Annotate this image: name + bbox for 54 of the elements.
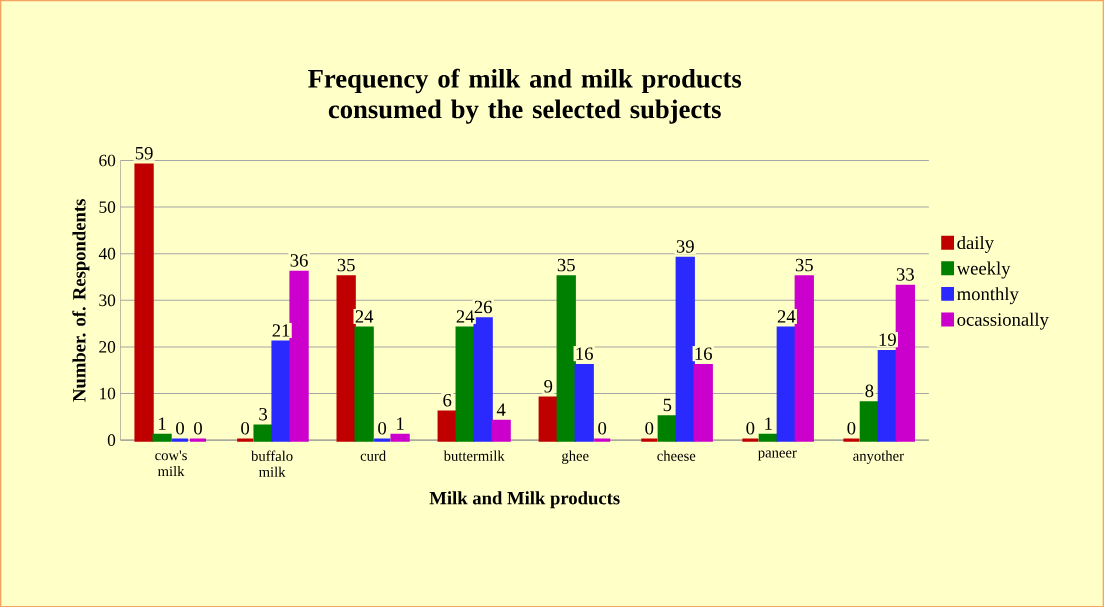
x-tick-label: anyother	[853, 450, 904, 464]
y-tick-label: 50	[99, 201, 116, 213]
data-label: 16	[576, 347, 593, 360]
data-label: 4	[496, 403, 506, 416]
data-label: 1	[765, 417, 772, 430]
y-tick-label: 30	[99, 294, 116, 307]
data-label: 1	[397, 417, 404, 430]
data-label: 33	[896, 268, 914, 281]
data-label: 8	[865, 384, 874, 398]
data-label: 19	[879, 333, 896, 346]
y-tick-label: 40	[98, 247, 116, 260]
data-label: 0	[241, 421, 250, 435]
data-label: 21	[272, 324, 290, 337]
data-label: 0	[378, 421, 387, 435]
data-label: 0	[194, 421, 202, 435]
data-label: 59	[135, 146, 153, 160]
data-label: 39	[676, 240, 694, 253]
data-label: 6	[443, 393, 452, 407]
x-tick-label: curd	[360, 450, 386, 461]
data-label: 16	[695, 347, 713, 360]
x-axis-title: Milk and Milk products	[429, 491, 620, 509]
x-tick-label: buffalo milk	[251, 450, 293, 477]
data-label: 9	[544, 379, 553, 393]
data-label: 0	[176, 421, 184, 435]
data-label: 0	[645, 421, 654, 435]
data-label: 35	[795, 258, 813, 272]
y-tick-label: 60	[99, 154, 116, 167]
data-label: 35	[337, 258, 355, 272]
data-label: 24	[456, 310, 475, 323]
data-label: 5	[663, 398, 672, 412]
x-tick-label: buttermilk	[443, 450, 505, 461]
chart-title: Frequency of milk and milk products consumed by the selected subjects	[308, 68, 742, 124]
y-axis-title: Number. of. Respondents	[72, 198, 90, 402]
y-tick-label: 20	[99, 340, 116, 353]
legend-label: weekly	[956, 261, 1011, 279]
data-label: 26	[474, 300, 492, 314]
x-tick-label: paneer	[758, 450, 797, 461]
data-label: 24	[355, 310, 374, 323]
legend-label: daily	[957, 235, 994, 253]
data-label: 1	[159, 417, 166, 430]
data-label: 36	[290, 254, 308, 267]
data-label: 3	[259, 407, 268, 421]
x-tick-label: ghee	[562, 450, 589, 464]
data-label: 24	[777, 310, 796, 323]
data-label: 0	[746, 421, 755, 435]
x-tick-label: cow's milk	[155, 450, 187, 476]
x-tick-label: cheese	[657, 450, 696, 461]
legend-label: monthly	[957, 287, 1019, 305]
y-tick-label: 10	[100, 387, 116, 400]
legend-label: ocassionally	[957, 312, 1049, 330]
data-label: 0	[847, 421, 856, 435]
data-label: 35	[557, 258, 575, 272]
y-tick-label: 0	[107, 434, 116, 446]
data-label: 0	[598, 421, 607, 435]
